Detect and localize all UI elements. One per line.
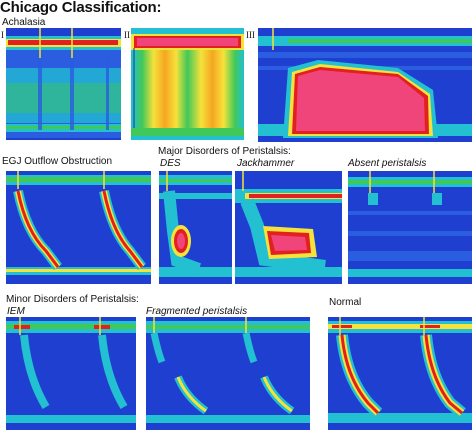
egj-outflow-obstruction-plot — [6, 171, 151, 284]
des-panel — [159, 171, 232, 284]
achalasia-type-i-panel — [6, 28, 121, 140]
des-plot — [159, 171, 232, 284]
achalasia-type-i-plot — [6, 28, 121, 140]
section-major-label: Major Disorders of Peristalsis: — [158, 146, 291, 157]
fragmented-peristalsis-plot — [146, 317, 310, 430]
jackhammer-panel — [235, 171, 342, 284]
section-normal-label: Normal — [329, 297, 362, 308]
type-ii-label: II — [124, 30, 130, 40]
section-egj-label: EGJ Outflow Obstruction — [2, 156, 113, 167]
normal-plot — [328, 317, 472, 430]
absent-peristalsis-plot — [348, 171, 472, 284]
figure-title: Chicago Classification: — [0, 0, 162, 16]
jackhammer-plot — [235, 171, 342, 284]
achalasia-type-ii-plot — [131, 28, 244, 140]
jackhammer-label: Jackhammer — [237, 158, 295, 169]
type-iii-label: III — [246, 30, 255, 40]
achalasia-type-iii-panel — [258, 28, 472, 142]
iem-plot — [6, 317, 136, 430]
fragmented-peristalsis-panel — [146, 317, 310, 430]
normal-panel — [328, 317, 472, 430]
achalasia-type-ii-panel — [131, 28, 244, 140]
iem-label: IEM — [7, 306, 25, 317]
section-achalasia-label: Achalasia — [2, 17, 46, 28]
section-minor-label: Minor Disorders of Peristalsis: — [6, 294, 139, 305]
des-label: DES — [160, 158, 181, 169]
absent-peristalsis-label: Absent peristalsis — [348, 158, 427, 169]
fragmented-peristalsis-label: Fragmented peristalsis — [146, 306, 248, 317]
type-i-label: I — [1, 30, 4, 40]
egj-outflow-obstruction-panel — [6, 171, 151, 284]
iem-panel — [6, 317, 136, 430]
absent-peristalsis-panel — [348, 171, 472, 284]
achalasia-type-iii-plot — [258, 28, 472, 142]
